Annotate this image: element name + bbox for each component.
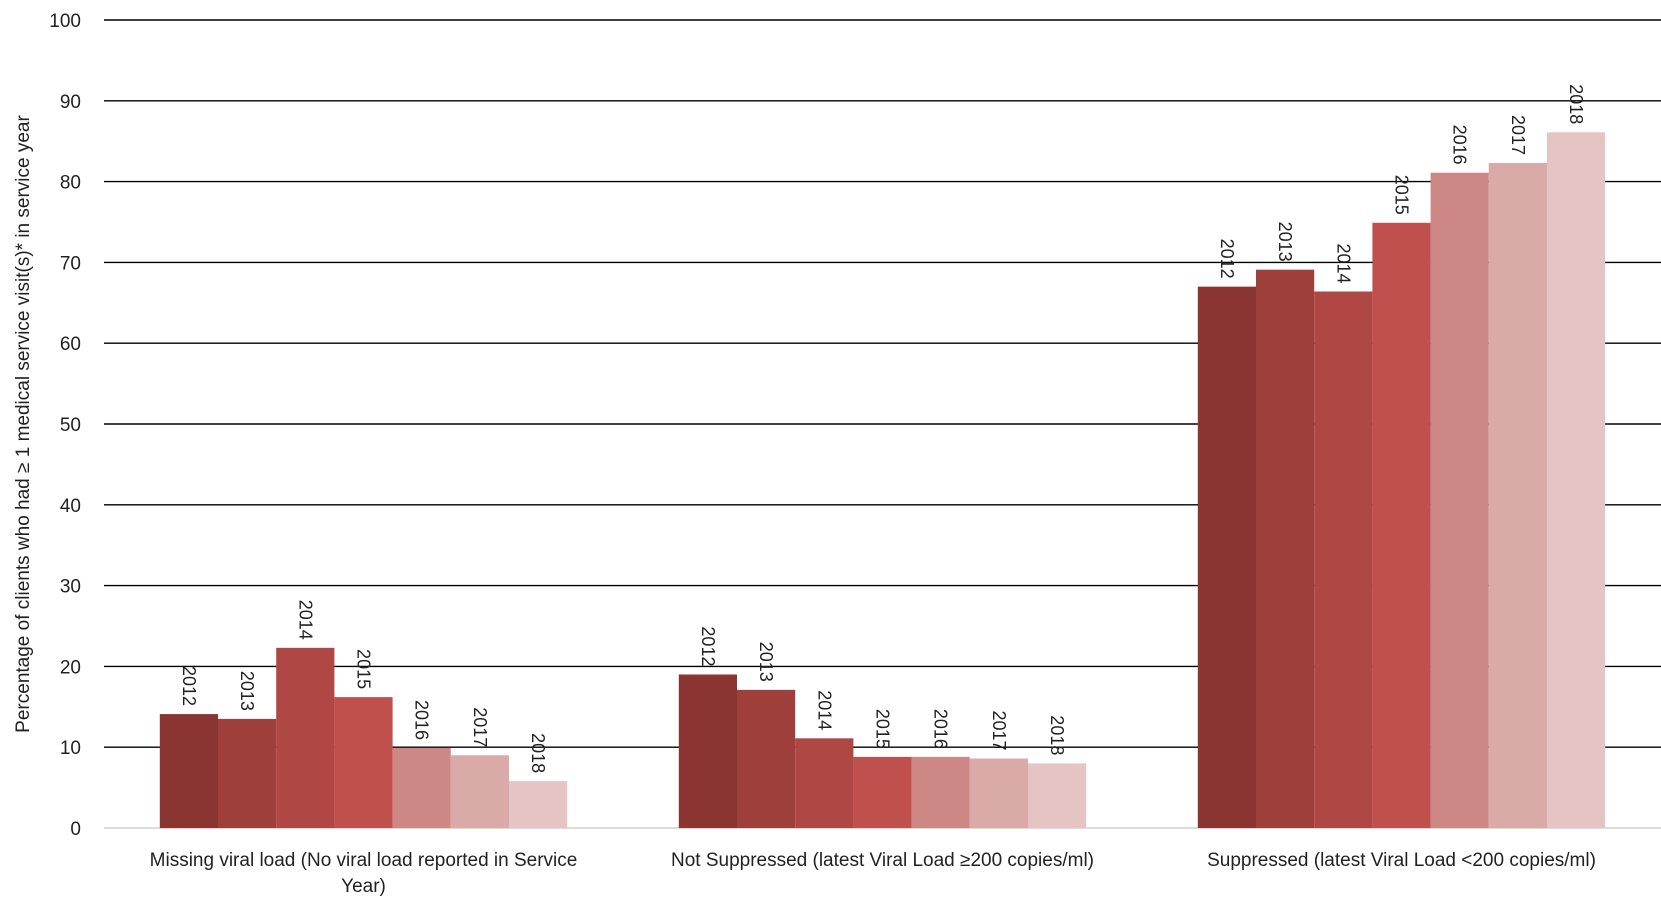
y-tick-label: 70 <box>60 253 81 274</box>
bar <box>1488 163 1547 829</box>
y-tick-label: 30 <box>60 577 81 598</box>
data-label: 2018 <box>528 733 548 773</box>
x-category-label: Missing viral load (No viral load report… <box>150 850 578 871</box>
bar <box>1197 286 1256 828</box>
data-label: 2016 <box>412 700 432 740</box>
y-tick-label: 20 <box>60 657 81 678</box>
x-category-label: Suppressed (latest Viral Load <200 copie… <box>1207 850 1596 871</box>
data-labels: 2012 2013 2014 2015 2016 2017 2018 2012 2013 2014… <box>179 84 1586 773</box>
data-label: 2014 <box>1333 243 1353 283</box>
bar <box>1028 763 1087 828</box>
x-category-label: Not Suppressed (latest Viral Load ≥200 c… <box>671 850 1094 871</box>
bar <box>969 758 1028 828</box>
y-axis-label: Percentage of clients who had ≥ 1 medica… <box>13 115 34 733</box>
y-axis-ticks: 0 10 20 30 40 50 60 70 80 90 100 <box>49 11 81 840</box>
bar <box>334 697 393 828</box>
y-tick-label: 80 <box>60 173 81 194</box>
bar <box>1256 269 1315 828</box>
data-label: 2012 <box>1217 239 1237 279</box>
y-tick-label: 0 <box>70 819 81 840</box>
bar <box>795 738 854 828</box>
data-label: 2015 <box>1392 175 1412 215</box>
bar <box>1372 222 1431 829</box>
bar <box>392 748 451 828</box>
data-label: 2012 <box>179 666 199 706</box>
bar <box>737 689 796 828</box>
bar <box>509 781 568 828</box>
bar <box>678 674 737 828</box>
y-tick-label: 10 <box>60 738 81 759</box>
y-tick-label: 100 <box>49 11 81 32</box>
data-label: 2014 <box>814 690 834 730</box>
data-label: 2014 <box>295 600 315 640</box>
data-label: 2018 <box>1047 715 1067 755</box>
bars <box>159 132 1606 829</box>
bar <box>159 714 218 828</box>
x-axis-category-labels: Missing viral load (No viral load report… <box>150 850 1596 897</box>
data-label: 2015 <box>873 709 893 749</box>
bar <box>1314 291 1373 828</box>
y-tick-label: 60 <box>60 334 81 355</box>
data-label: 2012 <box>698 626 718 666</box>
bar <box>853 756 912 828</box>
bar <box>218 718 277 828</box>
y-tick-label: 50 <box>60 415 81 436</box>
data-label: 2013 <box>237 671 257 711</box>
bar <box>1430 172 1489 828</box>
data-label: 2016 <box>931 709 951 749</box>
data-label: 2017 <box>1508 115 1528 155</box>
data-label: 2017 <box>470 707 490 747</box>
bar <box>911 756 970 828</box>
data-label: 2013 <box>1275 222 1295 262</box>
bar <box>1547 132 1606 828</box>
data-label: 2015 <box>354 649 374 689</box>
bar <box>276 647 335 828</box>
y-tick-label: 40 <box>60 496 81 517</box>
data-label: 2017 <box>989 710 1009 750</box>
data-label: 2013 <box>756 642 776 682</box>
data-label: 2016 <box>1450 125 1470 165</box>
data-label: 2018 <box>1566 84 1586 124</box>
bar <box>450 755 509 828</box>
x-category-label: Year) <box>341 876 386 897</box>
y-tick-label: 90 <box>60 92 81 113</box>
